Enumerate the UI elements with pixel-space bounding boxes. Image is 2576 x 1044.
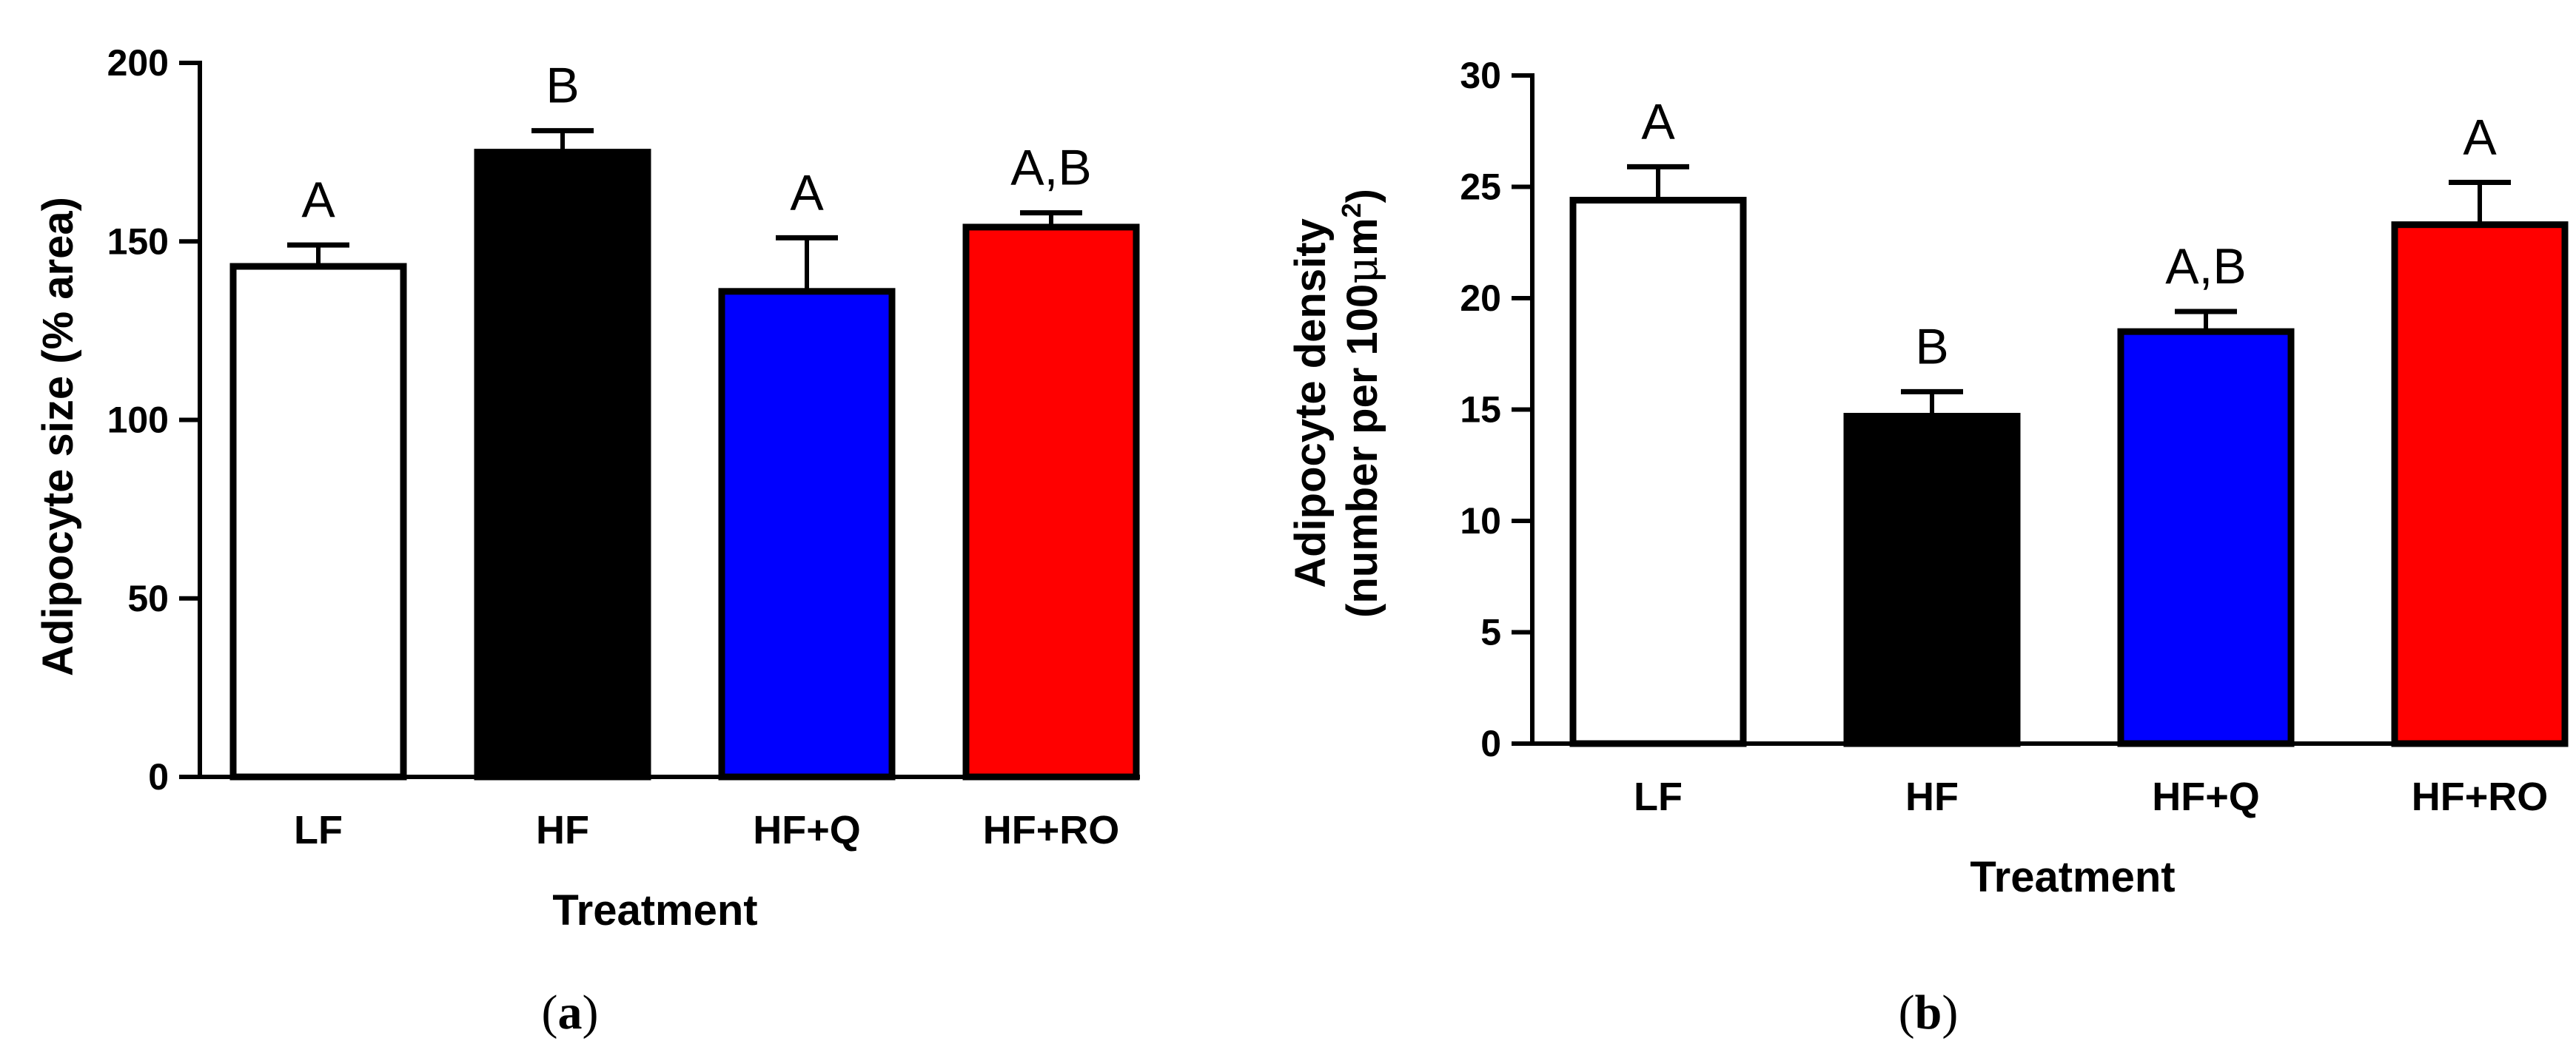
significance-label: A,B xyxy=(2165,238,2247,294)
significance-label: A xyxy=(1641,93,1675,149)
x-tick-label: HF+Q xyxy=(2152,775,2260,819)
axes-group: 0 5 10 15 20 25 30 LF HF HF+Q HF+RO A B A,B A xyxy=(1460,55,2548,819)
chart-adipocyte-size: 0 50 100 150 200 LF HF HF+Q HF+RO A B A A,B Treatm… xyxy=(34,42,1140,934)
significance-label: A xyxy=(790,164,824,220)
bar-lf xyxy=(1569,197,1747,747)
bar-hf xyxy=(1843,413,2021,747)
x-tick-label: HF xyxy=(1905,775,1959,819)
x-axis-title: Treatment xyxy=(1970,853,2175,901)
y-axis-title: Adipocyte density (number per 100μm2) xyxy=(1287,189,1387,618)
x-tick-label: HF+RO xyxy=(983,808,1120,852)
x-tick-label: HF+Q xyxy=(753,808,861,852)
bar-lf xyxy=(229,263,407,781)
bar-hf xyxy=(474,149,651,781)
significance-labels: A B A,B A xyxy=(1641,93,2497,374)
y-axis-title-line2: (number per 100μm2) xyxy=(1336,189,1387,618)
y-tick-label: 20 xyxy=(1460,277,1501,319)
bar-hf-q xyxy=(718,288,896,781)
x-tick-label: LF xyxy=(1634,775,1683,819)
y-tick-label: 15 xyxy=(1460,389,1501,431)
significance-label: A xyxy=(2463,109,2497,165)
bars-group xyxy=(1569,164,2569,747)
panel-label-a: (a) xyxy=(542,986,599,1040)
significance-label: B xyxy=(1915,318,1948,374)
x-tick-labels: LF HF HF+Q HF+RO xyxy=(294,808,1119,852)
y-tick-label: 0 xyxy=(1480,723,1501,764)
axes-group: 0 50 100 150 200 LF HF HF+Q HF+RO A B A A,B xyxy=(107,42,1140,852)
x-tick-label: HF+RO xyxy=(2412,775,2549,819)
y-ticks: 0 5 10 15 20 25 30 xyxy=(1460,55,1532,764)
significance-labels: A B A A,B xyxy=(301,58,1091,228)
significance-label: B xyxy=(546,58,579,114)
significance-label: A xyxy=(301,172,335,228)
y-tick-label: 100 xyxy=(107,400,169,441)
x-axis-title: Treatment xyxy=(552,886,757,934)
y-tick-label: 25 xyxy=(1460,166,1501,208)
bar-hf-q xyxy=(2117,328,2295,747)
x-tick-label: HF xyxy=(536,808,589,852)
bars-group xyxy=(229,128,1140,781)
y-axis-title-line1: Adipocyte density xyxy=(1287,218,1335,588)
y-tick-label: 50 xyxy=(127,578,169,619)
x-tick-label: LF xyxy=(294,808,343,852)
bar-hf-ro xyxy=(2391,221,2569,747)
y-tick-label: 200 xyxy=(107,42,169,84)
x-tick-labels: LF HF HF+Q HF+RO xyxy=(1634,775,2548,819)
y-ticks: 0 50 100 150 200 xyxy=(107,42,200,798)
y-tick-label: 10 xyxy=(1460,500,1501,542)
chart-adipocyte-density: 0 5 10 15 20 25 30 LF HF HF+Q HF+RO A B A,B A Treatm… xyxy=(1287,55,2569,901)
bar-hf-ro xyxy=(962,223,1140,781)
panel-label-b: (b) xyxy=(1899,986,1959,1040)
significance-label: A,B xyxy=(1010,140,1092,196)
y-tick-label: 0 xyxy=(148,756,169,798)
y-tick-label: 30 xyxy=(1460,55,1501,96)
y-tick-label: 5 xyxy=(1480,612,1501,653)
y-axis-title: Adipocyte size (% area) xyxy=(34,197,82,676)
y-tick-label: 150 xyxy=(107,220,169,262)
